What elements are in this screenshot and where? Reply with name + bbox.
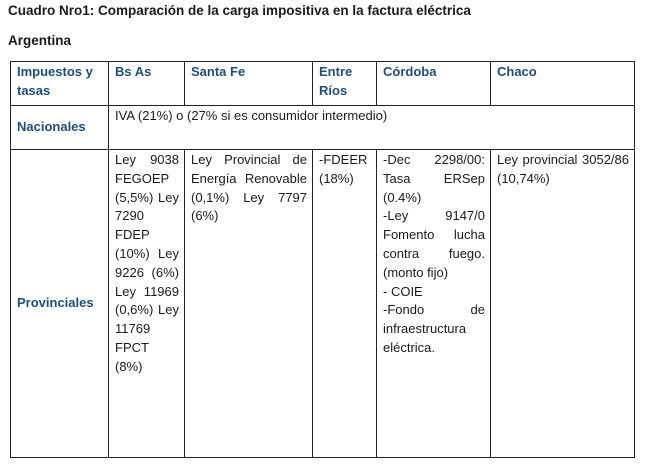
header-bs-as: Bs As xyxy=(108,61,185,106)
row-label-nacionales: Nacionales xyxy=(10,105,109,150)
table-row-provinciales: Provinciales Ley 9038 FEGOEP (5,5%) Ley … xyxy=(10,149,635,458)
table-header-row: Impuestos y tasas Bs As Santa Fe Entre R… xyxy=(10,61,635,106)
header-chaco: Chaco xyxy=(490,61,635,106)
nacionales-value: IVA (21%) o (27% si es consumidor interm… xyxy=(108,105,635,150)
cordoba-item: - COIE xyxy=(383,283,423,299)
cordoba-item: -Ley 9147/0 Fomento lucha contra fuego. … xyxy=(383,208,485,280)
cell-entre-rios: -FDEER (18%) xyxy=(312,149,377,458)
header-santa-fe: Santa Fe xyxy=(184,61,313,106)
header-impuestos: Impuestos y tasas xyxy=(10,61,109,106)
tax-comparison-table: Impuestos y tasas Bs As Santa Fe Entre R… xyxy=(10,61,635,458)
table-row-nacionales: Nacionales IVA (21%) o (27% si es consum… xyxy=(10,105,635,150)
cell-chaco: Ley provincial 3052/86 (10,74%) xyxy=(490,149,635,458)
cell-bs-as: Ley 9038 FEGOEP (5,5%) Ley 7290 FDEP (10… xyxy=(108,149,185,458)
cell-santa-fe: Ley Provincial de Energía Renovable (0,1… xyxy=(184,149,313,458)
cordoba-item: -Fondo de infraestructura eléctrica. xyxy=(383,302,485,355)
row-label-provinciales: Provinciales xyxy=(10,149,109,458)
cell-cordoba: -Dec 2298/00: Tasa ERSep (0.4%) -Ley 914… xyxy=(376,149,491,458)
page-subtitle: Argentina xyxy=(8,33,72,48)
page-title: Cuadro Nro1: Comparación de la carga imp… xyxy=(8,3,471,18)
header-entre-rios: Entre Ríos xyxy=(312,61,377,106)
cordoba-item: -Dec 2298/00: Tasa ERSep (0.4%) xyxy=(383,152,485,205)
header-cordoba: Córdoba xyxy=(376,61,491,106)
